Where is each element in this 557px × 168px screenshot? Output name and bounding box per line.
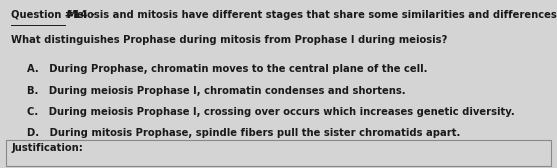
Text: D.   During mitosis Prophase, spindle fibers pull the sister chromatids apart.: D. During mitosis Prophase, spindle fibe…	[27, 129, 461, 138]
Text: Meiosis and mitosis have different stages that share some similarities and diffe: Meiosis and mitosis have different stage…	[67, 10, 557, 20]
Text: Justification:: Justification:	[11, 143, 83, 153]
FancyBboxPatch shape	[6, 140, 551, 166]
Text: A.   During Prophase, chromatin moves to the central plane of the cell.: A. During Prophase, chromatin moves to t…	[27, 64, 428, 74]
Text: What distinguishes Prophase during mitosis from Prophase I during meiosis?: What distinguishes Prophase during mitos…	[11, 35, 447, 45]
Text: C.   During meiosis Prophase I, crossing over occurs which increases genetic div: C. During meiosis Prophase I, crossing o…	[27, 107, 515, 117]
Text: Question #14 -: Question #14 -	[11, 10, 99, 20]
Text: B.   During meiosis Prophase I, chromatin condenses and shortens.: B. During meiosis Prophase I, chromatin …	[27, 86, 406, 96]
